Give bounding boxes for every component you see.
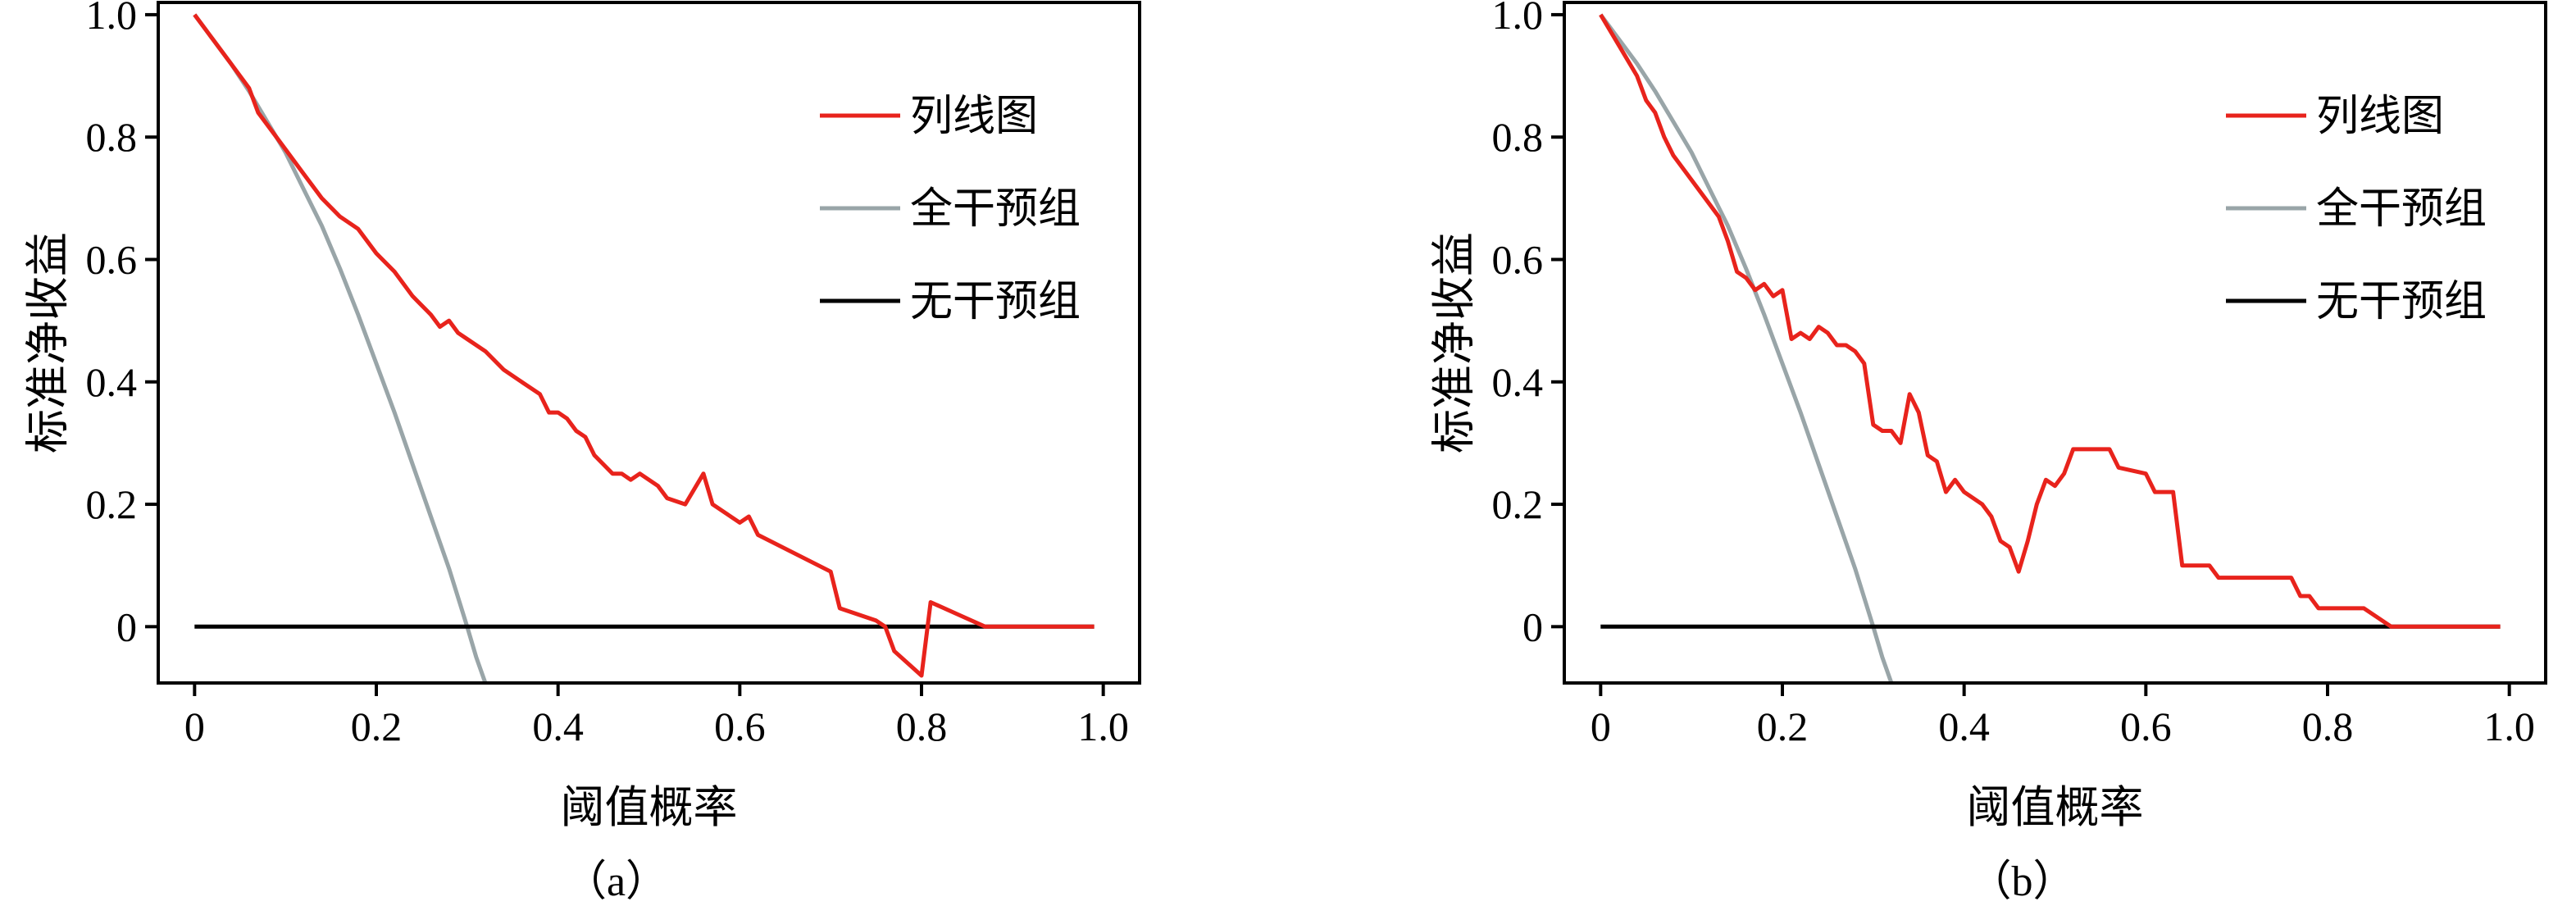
y-tick-label-b: 0.2 <box>1492 481 1544 527</box>
x-tick-label-b: 1.0 <box>2483 703 2535 749</box>
x-tick-label-b: 0.4 <box>1938 703 1990 749</box>
x-tick-label-a: 1.0 <box>1077 703 1129 749</box>
panel-caption-a: （a） <box>564 858 668 905</box>
x-tick-label-b: 0.2 <box>1757 703 1809 749</box>
y-tick-label-a: 0.6 <box>86 236 138 282</box>
legend-label-b: 无干预组 <box>2316 277 2487 326</box>
plot-content-a <box>193 13 1095 683</box>
x-axis-label-b: 阈值概率 <box>1967 781 2144 833</box>
legend-label-a: 全干预组 <box>910 184 1081 234</box>
legend-item-treat-none-a: 无干预组 <box>820 277 1081 326</box>
x-tick-label-a: 0.6 <box>714 703 766 749</box>
chart-panel-b: 0 0.2 0.4 0.6 0.8 1.0 0 0.2 0.4 0.6 0.8 1.0 列线图全干预组… <box>1428 0 2547 905</box>
y-tick-label-b: 1.0 <box>1492 0 1544 38</box>
y-tick-label-a: 0 <box>116 603 137 649</box>
x-tick-label-a: 0.4 <box>532 703 584 749</box>
x-tick-label-b: 0.6 <box>2120 703 2172 749</box>
x-tick-label-b: 0.8 <box>2302 703 2354 749</box>
x-tick-label-a: 0.2 <box>351 703 403 749</box>
y-axis-label-a: 标准净收益 <box>22 232 74 453</box>
series-treat-all-line-a <box>193 13 488 683</box>
legend-label-b: 列线图 <box>2316 92 2444 141</box>
ticks-b: 0 0.2 0.4 0.6 0.8 1.0 0 0.2 0.4 0.6 0.8 1.0 <box>1492 0 2535 749</box>
panel-caption-b: （b） <box>1968 858 2075 905</box>
y-tick-label-b: 0.8 <box>1492 114 1544 160</box>
x-tick-label-a: 0.8 <box>896 703 948 749</box>
y-tick-label-a: 0.2 <box>86 481 138 527</box>
chart-panel-a: 0 0.2 0.4 0.6 0.8 1.0 0 0.2 0.4 0.6 0.8 1.0 列线图全干预组… <box>22 0 1141 905</box>
legend-item-treat-none-b: 无干预组 <box>2226 277 2487 326</box>
y-axis-label-b: 标准净收益 <box>1428 232 1480 453</box>
ticks-a: 0 0.2 0.4 0.6 0.8 1.0 0 0.2 0.4 0.6 0.8 1.0 <box>86 0 1129 749</box>
legend-item-nomogram-b: 列线图 <box>2226 92 2444 141</box>
plot-content-b <box>1599 13 2501 683</box>
y-tick-label-b: 0.6 <box>1492 236 1544 282</box>
x-tick-label-a: 0 <box>184 703 205 749</box>
legend-label-a: 列线图 <box>910 92 1038 141</box>
x-axis-label-a: 阈值概率 <box>561 781 738 833</box>
legend-item-treat-all-b: 全干预组 <box>2226 184 2487 234</box>
y-tick-label-a: 0.4 <box>86 359 138 405</box>
legend-item-nomogram-a: 列线图 <box>820 92 1038 141</box>
legend-item-treat-all-a: 全干预组 <box>820 184 1081 234</box>
series-nomogram-line-b <box>1599 13 2501 629</box>
x-tick-label-b: 0 <box>1591 703 1611 749</box>
legend-label-b: 全干预组 <box>2316 184 2487 234</box>
y-tick-label-b: 0 <box>1522 603 1543 649</box>
y-tick-label-a: 0.8 <box>86 114 138 160</box>
series-nomogram-line-a <box>193 13 1095 678</box>
plot-frame-a <box>157 1 1141 685</box>
plot-frame-b <box>1563 1 2547 685</box>
y-tick-label-b: 0.4 <box>1492 359 1544 405</box>
y-tick-label-a: 1.0 <box>86 0 138 38</box>
legend-label-a: 无干预组 <box>910 277 1081 326</box>
